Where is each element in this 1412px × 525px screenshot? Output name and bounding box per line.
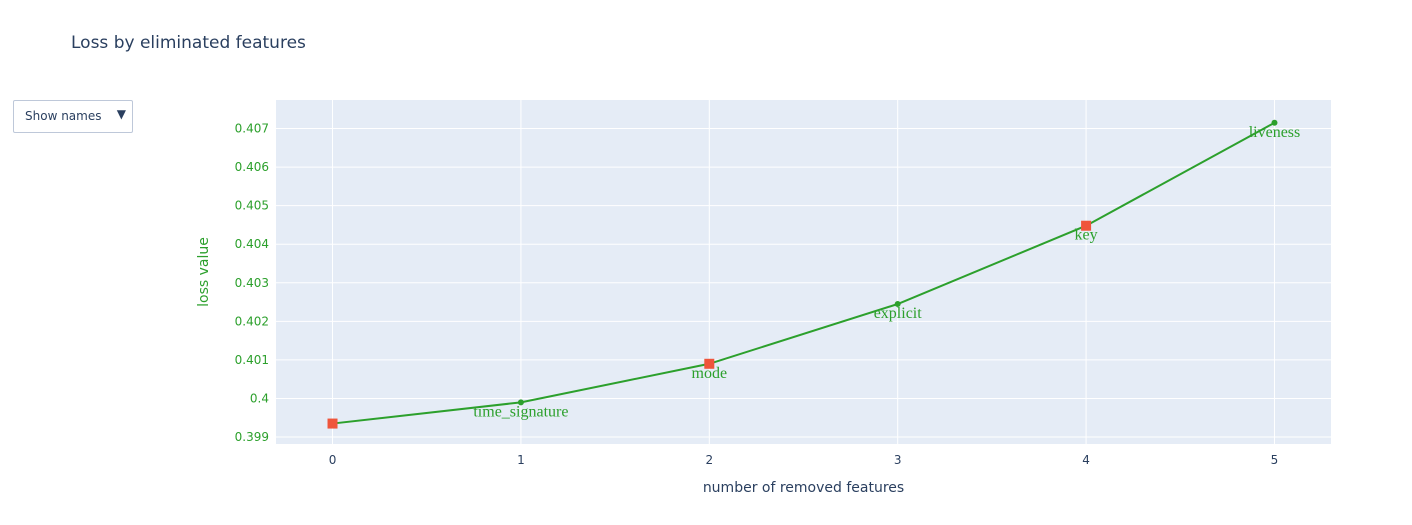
point-label: time_signature	[473, 403, 568, 420]
data-point	[1271, 119, 1278, 126]
x-tick-label: 1	[517, 453, 525, 467]
y-tick-label: 0.4	[250, 391, 269, 405]
y-tick-label: 0.405	[235, 199, 269, 213]
loss-series-line	[332, 121, 1275, 425]
y-tick-label: 0.399	[235, 430, 269, 444]
data-point	[894, 301, 901, 308]
highlight-marker	[704, 358, 715, 369]
y-tick-label: 0.403	[235, 276, 269, 290]
x-tick-label: 2	[705, 453, 713, 467]
point-label: explicit	[874, 305, 923, 322]
y-tick-label: 0.404	[235, 237, 269, 251]
data-point	[517, 399, 524, 406]
point-label: mode	[692, 365, 728, 382]
dropdown-label: Show names	[25, 109, 102, 123]
chart-title: Loss by eliminated features	[71, 33, 306, 53]
highlight-marker	[1081, 220, 1092, 231]
x-tick-label: 0	[329, 453, 337, 467]
x-tick-label: 4	[1082, 453, 1090, 467]
x-axis-title: number of removed features	[703, 480, 904, 496]
point-label: key	[1075, 227, 1098, 244]
point-label: liveness	[1249, 124, 1301, 141]
y-tick-label: 0.406	[235, 160, 269, 174]
x-tick-label: 5	[1271, 453, 1279, 467]
y-tick-label: 0.401	[235, 353, 269, 367]
y-tick-label: 0.402	[235, 314, 269, 328]
show-names-dropdown[interactable]: Show names ▼	[13, 100, 133, 133]
y-tick-label: 0.407	[235, 122, 269, 136]
chevron-down-icon: ▼	[116, 107, 126, 121]
highlight-marker	[327, 418, 338, 429]
x-tick-label: 3	[894, 453, 902, 467]
y-axis-title: loss value	[196, 237, 212, 307]
plot-background	[276, 100, 1331, 444]
